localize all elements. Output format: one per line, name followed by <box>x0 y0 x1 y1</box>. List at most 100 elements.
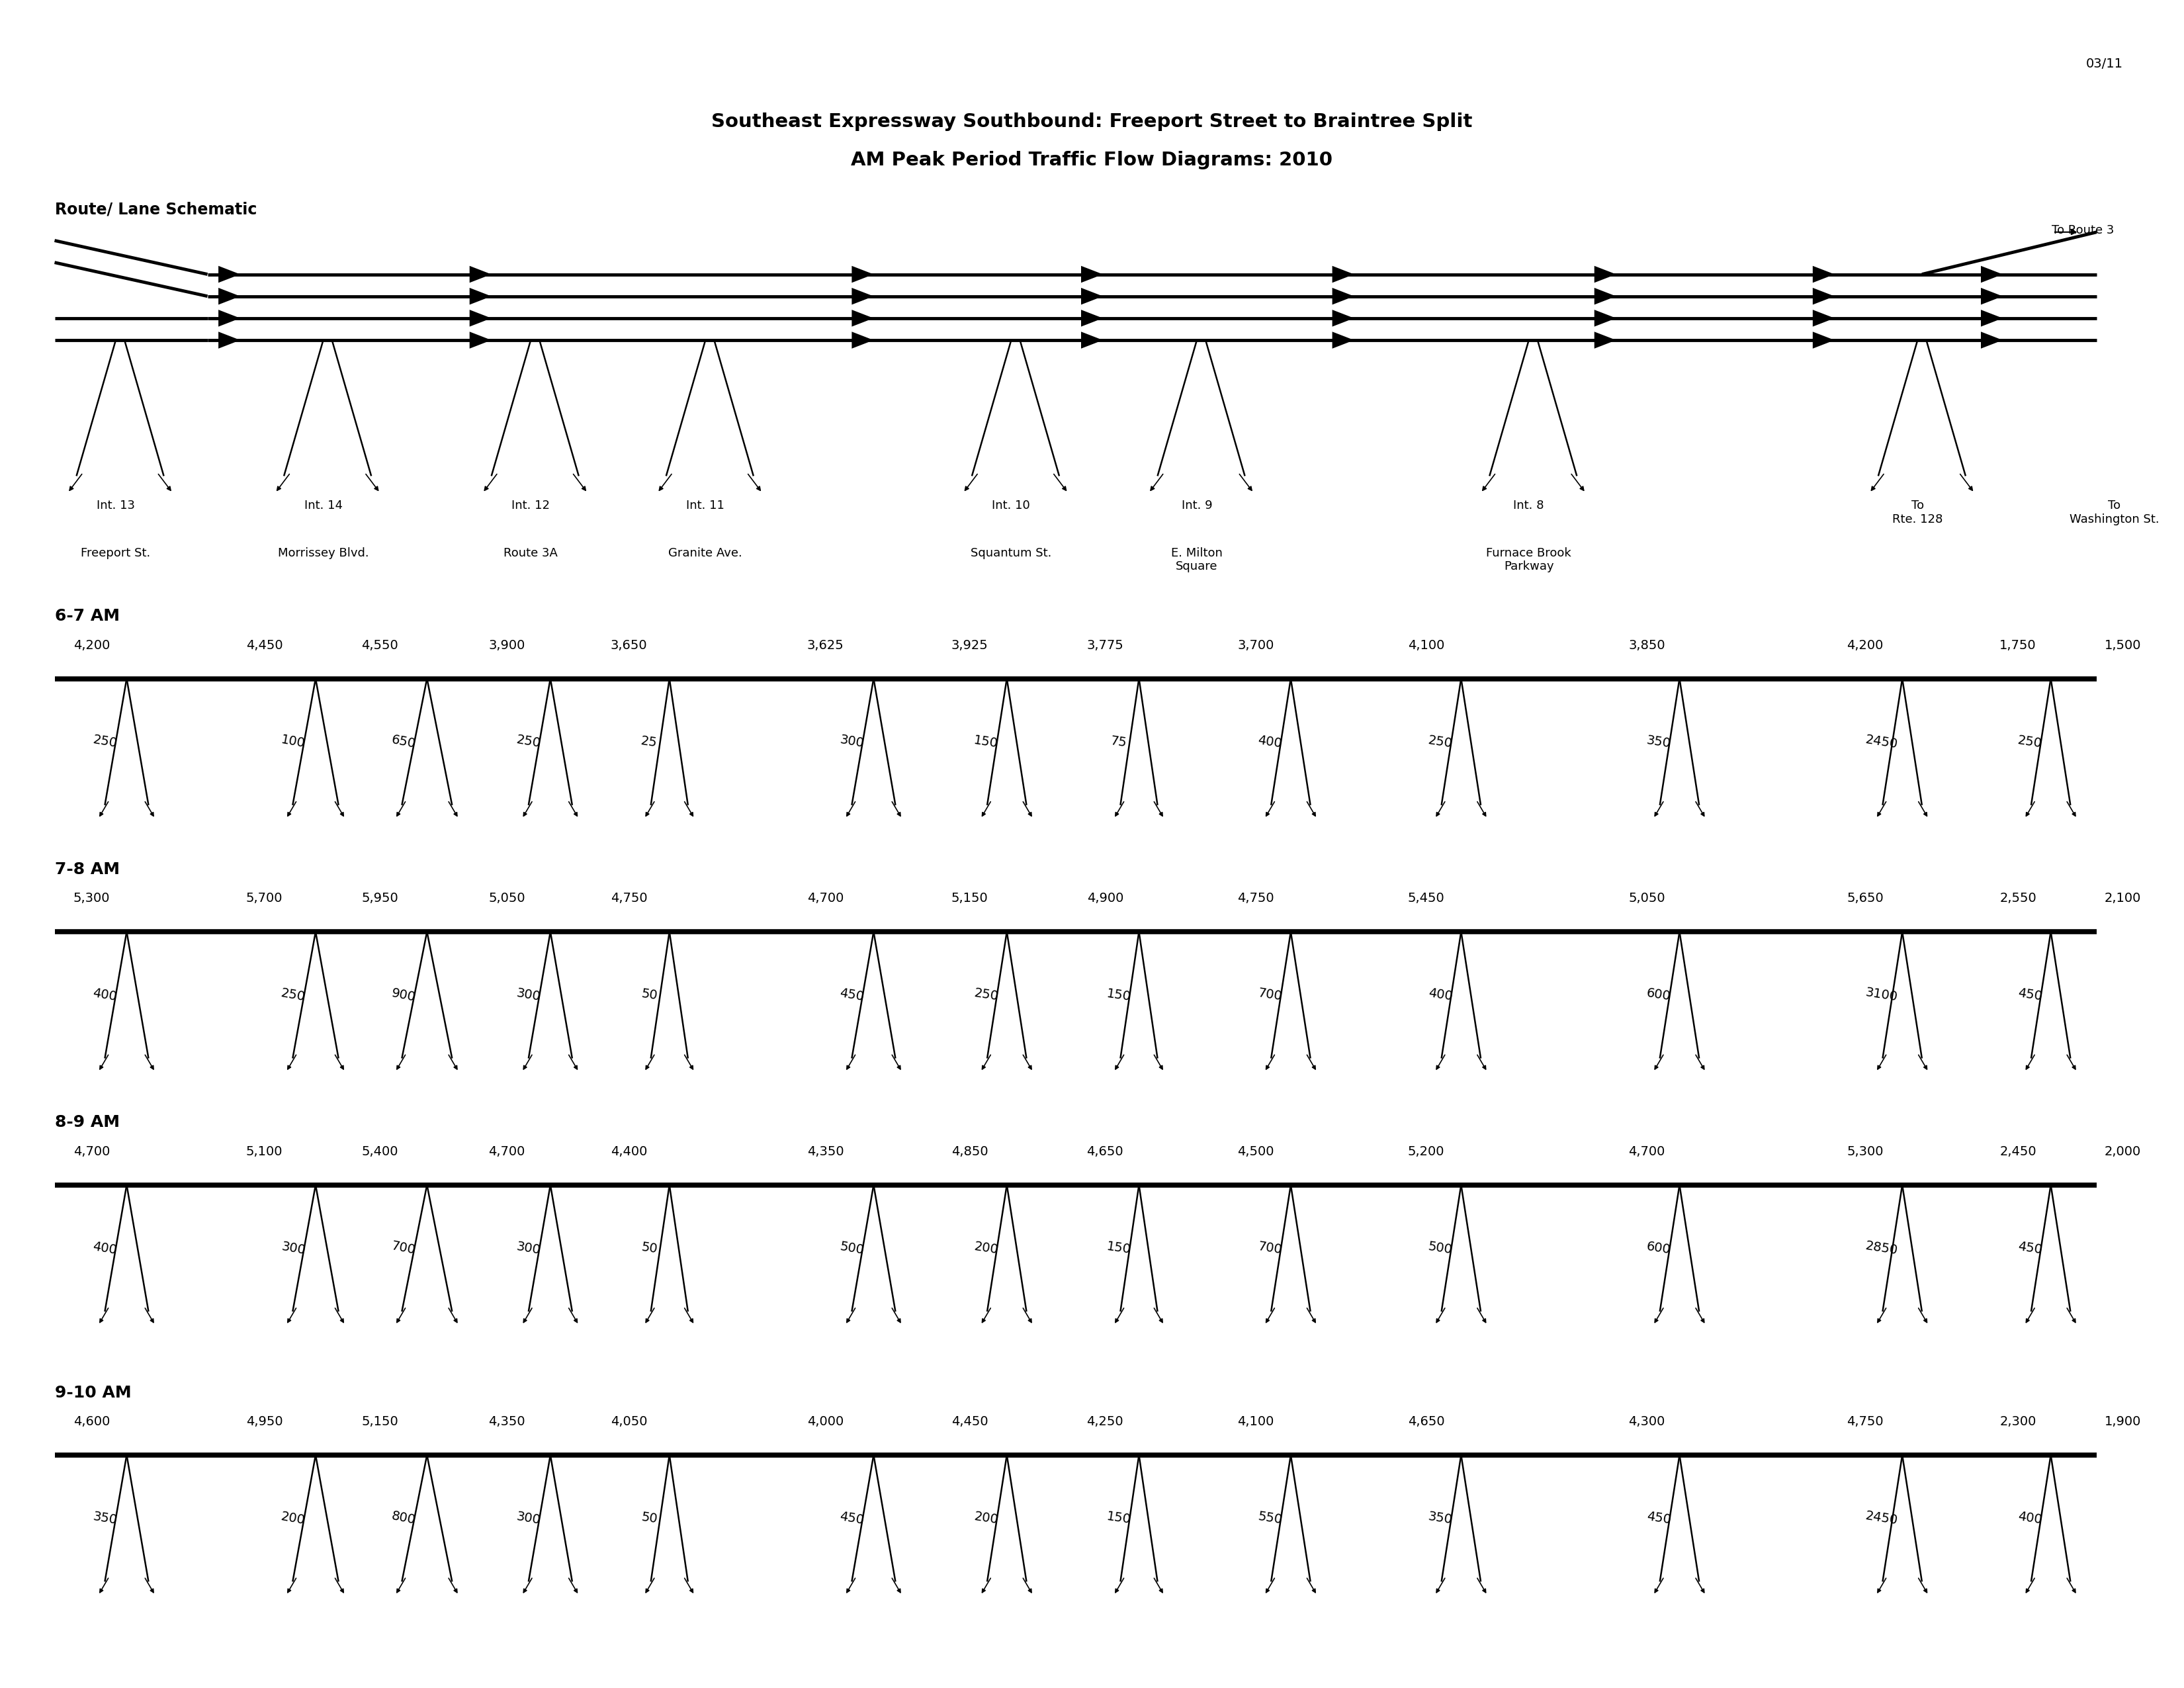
Text: 8-9 AM: 8-9 AM <box>55 1114 120 1131</box>
Text: 4,850: 4,850 <box>952 1146 987 1158</box>
Polygon shape <box>852 309 874 326</box>
Text: 700: 700 <box>391 1239 417 1258</box>
Text: 2450: 2450 <box>1865 733 1898 751</box>
Polygon shape <box>218 331 240 348</box>
Text: 150: 150 <box>1105 1241 1131 1256</box>
Text: 350: 350 <box>92 1511 118 1526</box>
Text: 5,400: 5,400 <box>363 1146 397 1158</box>
Text: 4,200: 4,200 <box>1848 640 1883 652</box>
Polygon shape <box>1081 309 1103 326</box>
Text: 450: 450 <box>2018 987 2042 1003</box>
Text: 450: 450 <box>839 987 865 1003</box>
Polygon shape <box>1081 267 1103 282</box>
Text: 400: 400 <box>1428 987 1452 1003</box>
Text: 650: 650 <box>391 733 417 751</box>
Text: 200: 200 <box>280 1511 306 1526</box>
Text: 150: 150 <box>1105 987 1131 1003</box>
Text: 600: 600 <box>1647 987 1671 1003</box>
Text: 03/11: 03/11 <box>2086 57 2123 69</box>
Polygon shape <box>1332 289 1354 304</box>
Text: 3,925: 3,925 <box>952 640 987 652</box>
Text: Furnace Brook
Parkway: Furnace Brook Parkway <box>1485 547 1572 572</box>
Text: Int. 10: Int. 10 <box>992 500 1031 511</box>
Text: 4,100: 4,100 <box>1409 640 1444 652</box>
Text: To Route 3: To Route 3 <box>2051 225 2114 236</box>
Polygon shape <box>1594 289 1616 304</box>
Text: 4,000: 4,000 <box>808 1416 843 1428</box>
Polygon shape <box>1813 267 1835 282</box>
Text: 250: 250 <box>92 734 118 749</box>
Text: 400: 400 <box>2018 1511 2042 1526</box>
Text: 5,050: 5,050 <box>489 893 524 905</box>
Polygon shape <box>1332 309 1354 326</box>
Text: Route 3A: Route 3A <box>505 547 557 559</box>
Polygon shape <box>1813 289 1835 304</box>
Text: 7-8 AM: 7-8 AM <box>55 861 120 878</box>
Text: Int. 12: Int. 12 <box>511 500 550 511</box>
Text: 3,900: 3,900 <box>489 640 524 652</box>
Text: 3100: 3100 <box>1865 986 1898 1004</box>
Polygon shape <box>1081 289 1103 304</box>
Text: 2450: 2450 <box>1865 1509 1898 1528</box>
Text: Southeast Expressway Southbound: Freeport Street to Braintree Split: Southeast Expressway Southbound: Freepor… <box>712 113 1472 130</box>
Text: 3,700: 3,700 <box>1238 640 1273 652</box>
Polygon shape <box>852 289 874 304</box>
Text: 50: 50 <box>640 1241 657 1256</box>
Text: 450: 450 <box>2018 1241 2042 1256</box>
Text: 5,050: 5,050 <box>1629 893 1664 905</box>
Text: 350: 350 <box>1428 1511 1452 1526</box>
Text: 4,350: 4,350 <box>489 1416 524 1428</box>
Text: 200: 200 <box>974 1241 998 1256</box>
Polygon shape <box>852 331 874 348</box>
Polygon shape <box>1981 309 2003 326</box>
Polygon shape <box>1981 331 2003 348</box>
Text: 450: 450 <box>1647 1511 1671 1526</box>
Text: 700: 700 <box>1258 987 1282 1003</box>
Text: 250: 250 <box>1428 734 1452 749</box>
Text: 4,450: 4,450 <box>952 1416 987 1428</box>
Text: 75: 75 <box>1109 734 1127 749</box>
Text: 250: 250 <box>280 987 306 1003</box>
Text: Granite Ave.: Granite Ave. <box>668 547 743 559</box>
Polygon shape <box>1332 267 1354 282</box>
Text: 200: 200 <box>974 1511 998 1526</box>
Text: 450: 450 <box>839 1511 865 1526</box>
Text: 4,600: 4,600 <box>74 1416 109 1428</box>
Polygon shape <box>1981 267 2003 282</box>
Text: 3,850: 3,850 <box>1629 640 1664 652</box>
Text: 400: 400 <box>92 1241 118 1256</box>
Text: 2850: 2850 <box>1865 1239 1898 1258</box>
Text: 150: 150 <box>1105 1511 1131 1526</box>
Text: 4,750: 4,750 <box>1238 893 1273 905</box>
Text: 300: 300 <box>515 1241 542 1256</box>
Text: 5,950: 5,950 <box>363 893 397 905</box>
Text: 2,100: 2,100 <box>2105 893 2140 905</box>
Text: 6-7 AM: 6-7 AM <box>55 608 120 625</box>
Polygon shape <box>1081 331 1103 348</box>
Text: 5,650: 5,650 <box>1848 893 1883 905</box>
Text: 300: 300 <box>515 1511 542 1526</box>
Text: Squantum St.: Squantum St. <box>970 547 1053 559</box>
Text: 4,250: 4,250 <box>1088 1416 1123 1428</box>
Text: 4,700: 4,700 <box>808 893 843 905</box>
Polygon shape <box>1813 309 1835 326</box>
Text: 5,300: 5,300 <box>1848 1146 1883 1158</box>
Text: 25: 25 <box>640 734 657 749</box>
Text: E. Milton
Square: E. Milton Square <box>1171 547 1223 572</box>
Text: 4,200: 4,200 <box>74 640 109 652</box>
Text: 4,650: 4,650 <box>1088 1146 1123 1158</box>
Text: 600: 600 <box>1647 1241 1671 1256</box>
Text: 2,550: 2,550 <box>2001 893 2035 905</box>
Text: 4,450: 4,450 <box>247 640 282 652</box>
Text: 4,550: 4,550 <box>363 640 397 652</box>
Text: 4,700: 4,700 <box>489 1146 524 1158</box>
Text: 2,000: 2,000 <box>2105 1146 2140 1158</box>
Text: AM Peak Period Traffic Flow Diagrams: 2010: AM Peak Period Traffic Flow Diagrams: 20… <box>852 152 1332 169</box>
Text: 250: 250 <box>515 734 542 749</box>
Text: 4,700: 4,700 <box>74 1146 109 1158</box>
Polygon shape <box>218 267 240 282</box>
Polygon shape <box>470 309 491 326</box>
Text: 300: 300 <box>280 1241 306 1256</box>
Polygon shape <box>470 267 491 282</box>
Text: 4,400: 4,400 <box>612 1146 646 1158</box>
